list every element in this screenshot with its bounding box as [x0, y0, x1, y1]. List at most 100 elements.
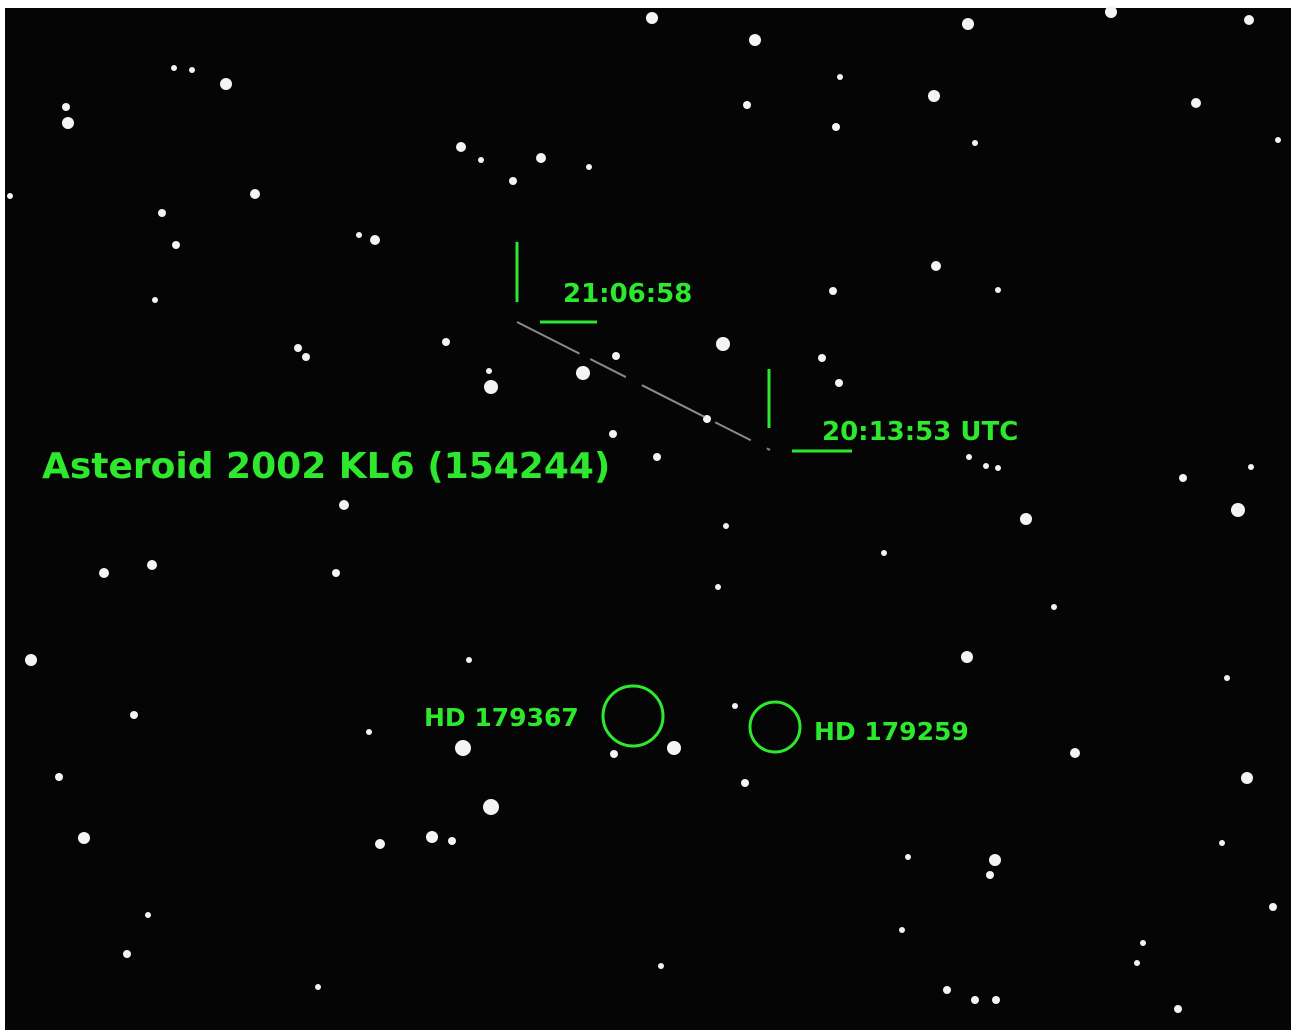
time-label: 20:13:53 UTC	[822, 417, 1018, 447]
star	[7, 193, 13, 199]
star	[130, 711, 138, 719]
star	[375, 839, 385, 849]
star	[250, 189, 260, 199]
star	[145, 912, 151, 918]
star	[366, 729, 372, 735]
star	[835, 379, 843, 387]
star	[832, 123, 840, 131]
star	[483, 799, 499, 815]
star	[612, 352, 620, 360]
star-label: HD 179259	[814, 717, 969, 746]
star	[1241, 772, 1253, 784]
star	[653, 453, 661, 461]
star	[189, 67, 195, 73]
star	[1134, 960, 1140, 966]
star	[818, 354, 826, 362]
star	[1219, 840, 1225, 846]
star	[147, 560, 157, 570]
star	[339, 500, 349, 510]
star	[715, 584, 721, 590]
star	[931, 261, 941, 271]
star	[1174, 1005, 1182, 1013]
star	[961, 651, 973, 663]
star	[995, 465, 1001, 471]
star	[1224, 675, 1230, 681]
star	[158, 209, 166, 217]
star	[829, 287, 837, 295]
star	[716, 337, 730, 351]
star	[370, 235, 380, 245]
star	[1248, 464, 1254, 470]
star	[1020, 513, 1032, 525]
star	[442, 338, 450, 346]
star	[478, 157, 484, 163]
star	[962, 18, 974, 30]
star	[448, 837, 456, 845]
star	[658, 963, 664, 969]
star	[723, 523, 729, 529]
star	[1244, 15, 1254, 25]
star	[983, 463, 989, 469]
star	[220, 78, 232, 90]
star	[667, 741, 681, 755]
sky-image: Asteroid 2002 KL6 (154244) 21:06:58 20:1…	[0, 0, 1291, 1030]
star	[536, 153, 546, 163]
star	[1105, 6, 1117, 18]
night-sky	[5, 8, 1291, 1030]
star	[837, 74, 843, 80]
star	[1179, 474, 1187, 482]
star	[610, 750, 618, 758]
time-label: 21:06:58	[563, 279, 692, 309]
star	[99, 568, 109, 578]
star	[905, 854, 911, 860]
star	[741, 779, 749, 787]
star	[466, 657, 472, 663]
star	[1231, 503, 1245, 517]
star	[171, 65, 177, 71]
star	[302, 353, 310, 361]
star	[1275, 137, 1281, 143]
star	[1051, 604, 1057, 610]
star	[576, 366, 590, 380]
star	[881, 550, 887, 556]
star	[749, 34, 761, 46]
star	[986, 871, 994, 879]
page: Asteroid 2002 KL6 (154244) 21:06:58 20:1…	[0, 0, 1291, 1030]
star	[426, 831, 438, 843]
star	[928, 90, 940, 102]
title: Asteroid 2002 KL6 (154244)	[42, 446, 610, 487]
star-label: HD 179367	[424, 703, 579, 732]
star	[971, 996, 979, 1004]
star	[995, 287, 1001, 293]
star	[1269, 903, 1277, 911]
star	[966, 454, 972, 460]
star	[25, 654, 37, 666]
star	[294, 344, 302, 352]
star	[152, 297, 158, 303]
star	[732, 703, 738, 709]
star	[356, 232, 362, 238]
star	[62, 117, 74, 129]
star	[609, 430, 617, 438]
star	[315, 984, 321, 990]
star	[123, 950, 131, 958]
star	[455, 740, 471, 756]
star	[972, 140, 978, 146]
star	[943, 986, 951, 994]
star	[992, 996, 1000, 1004]
star	[62, 103, 70, 111]
star	[586, 164, 592, 170]
star	[1191, 98, 1201, 108]
star	[646, 12, 658, 24]
star	[509, 177, 517, 185]
star	[78, 832, 90, 844]
star	[55, 773, 63, 781]
star	[456, 142, 466, 152]
star	[989, 854, 1001, 866]
star	[332, 569, 340, 577]
star	[172, 241, 180, 249]
star	[743, 101, 751, 109]
star	[486, 368, 492, 374]
star	[484, 380, 498, 394]
star	[899, 927, 905, 933]
